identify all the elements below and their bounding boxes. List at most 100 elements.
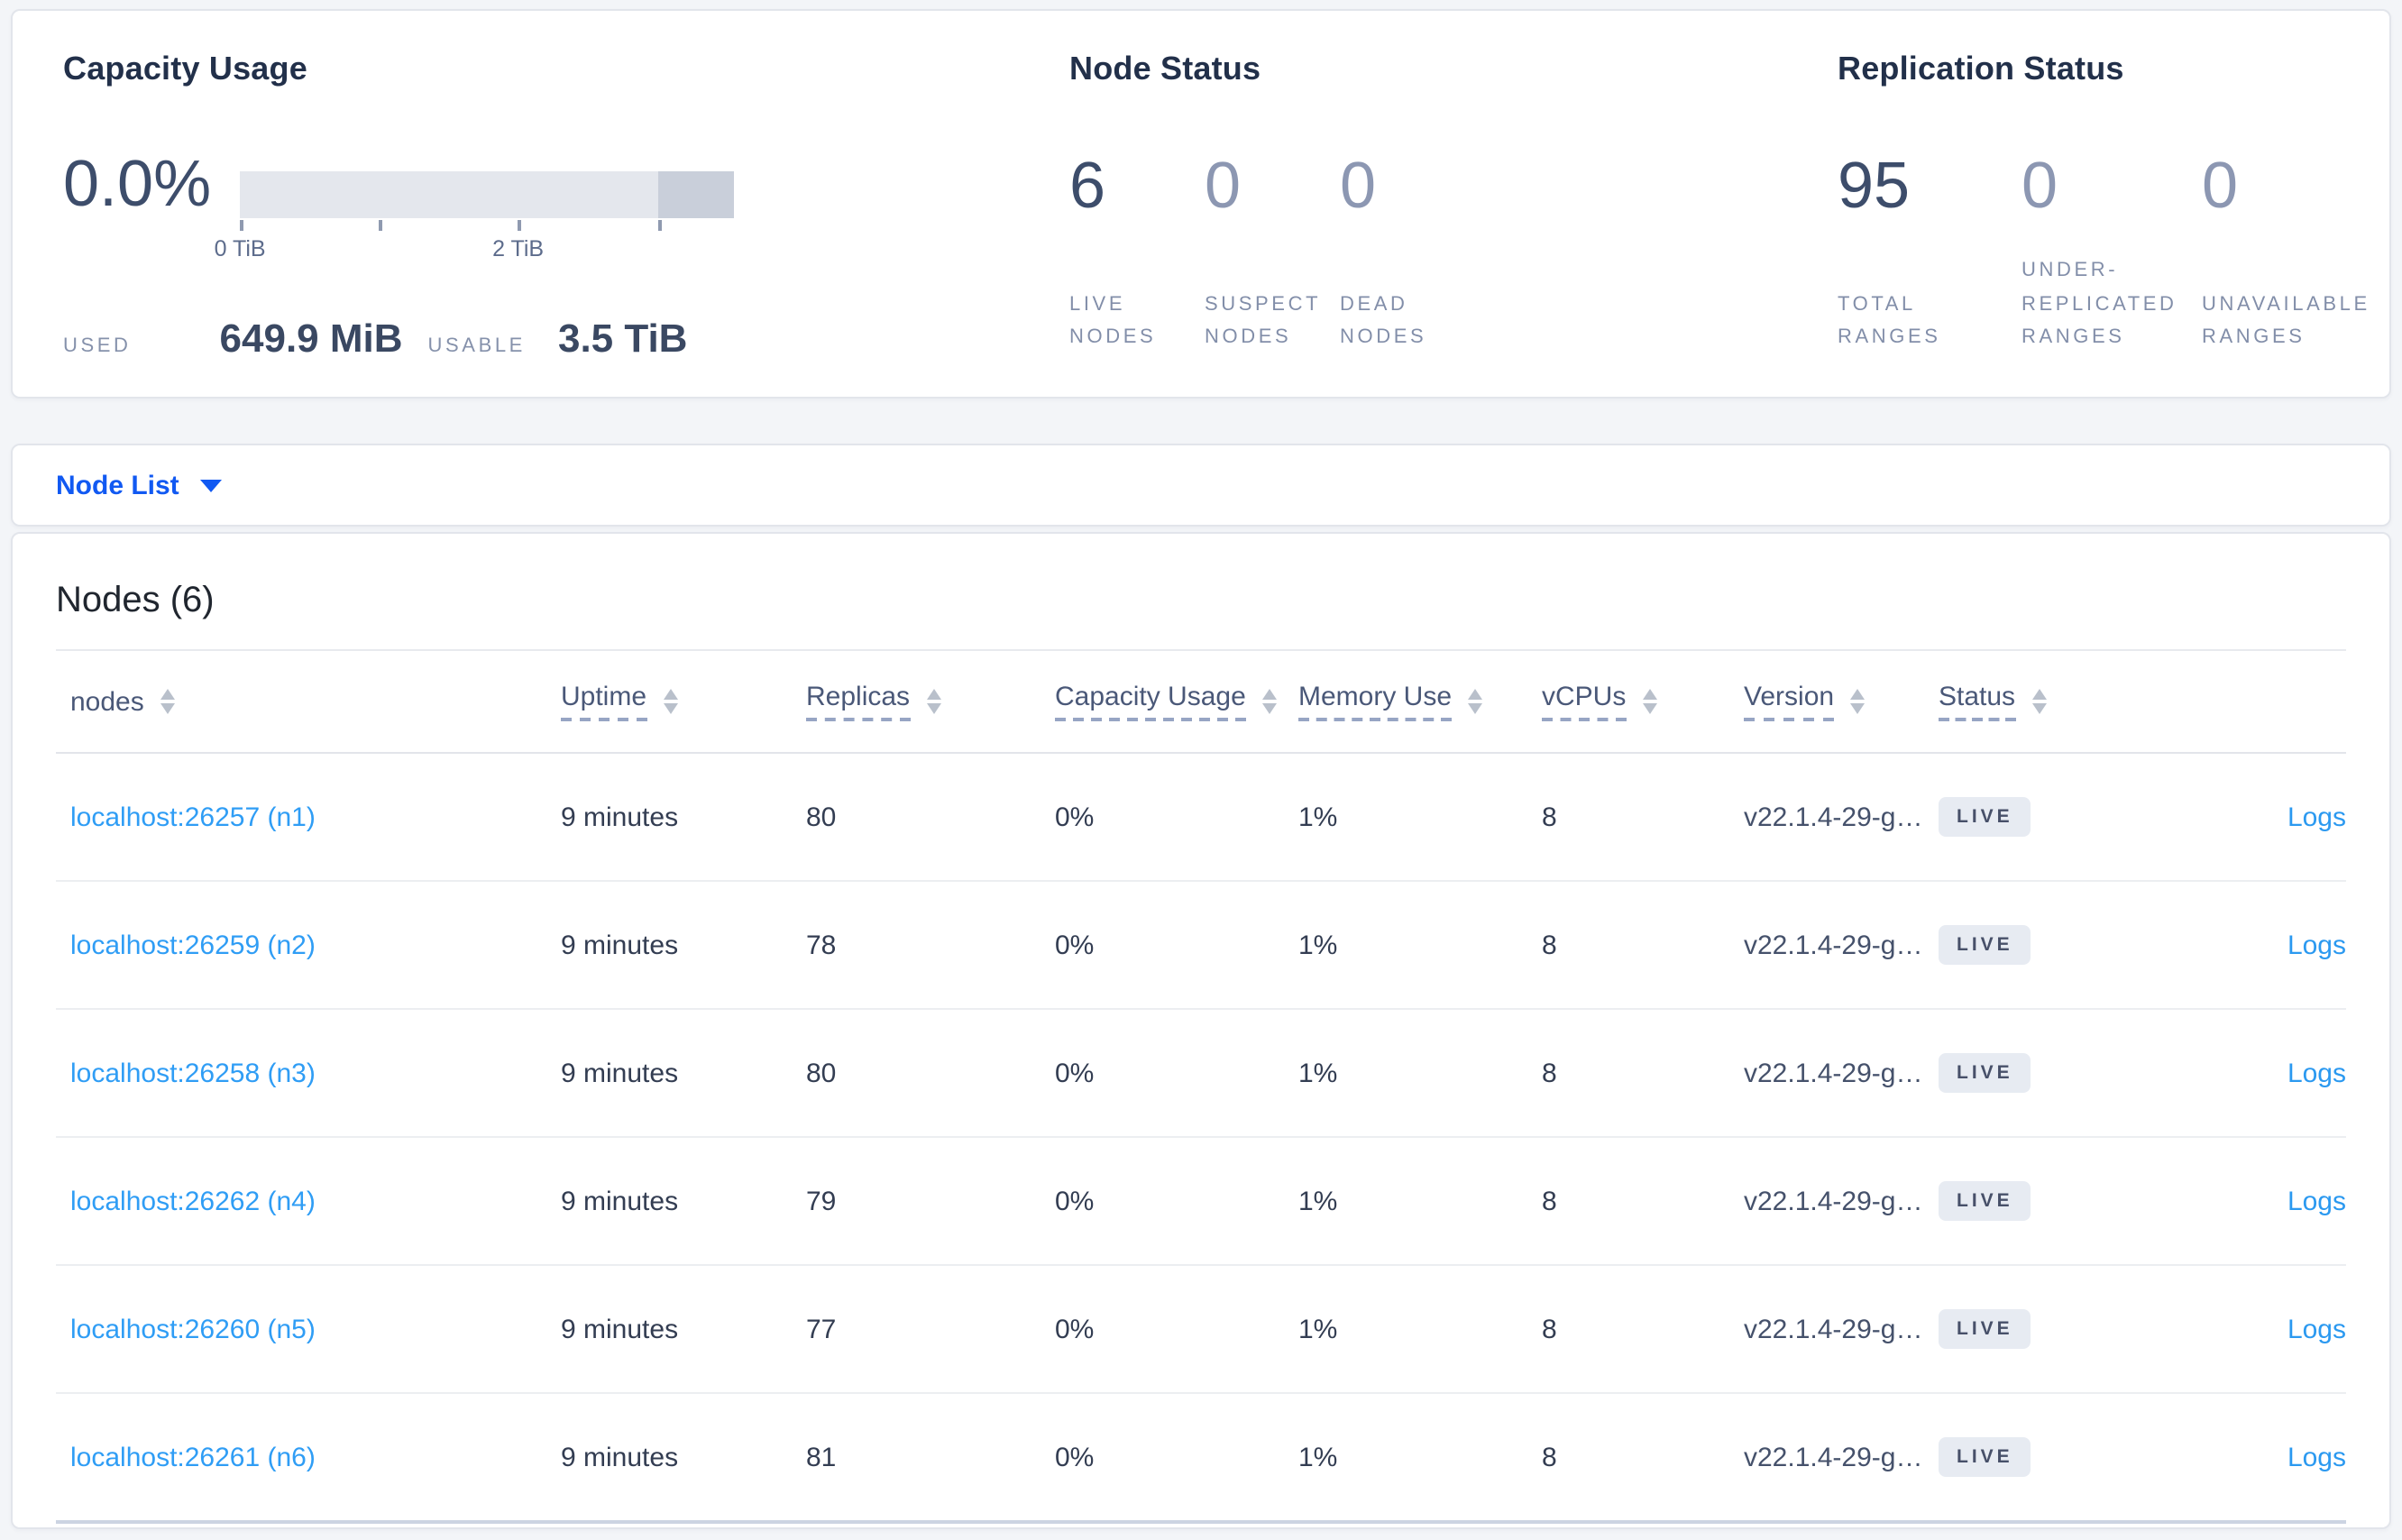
unavailable-ranges-stat: 0 UNAVAILABLE RANGES xyxy=(2202,152,2382,355)
live-nodes-value: 6 xyxy=(1069,148,1106,222)
used-value: 649.9 MiB xyxy=(219,316,403,361)
column-header-memory-use[interactable]: Memory Use xyxy=(1298,682,1542,721)
capacity-used-percent: 0.0% xyxy=(63,146,212,220)
node-link[interactable]: localhost:26258 (n3) xyxy=(70,1058,316,1088)
logs-link[interactable]: Logs xyxy=(2287,1058,2346,1088)
version-cell: v22.1.4-29-g… xyxy=(1744,1186,1923,1216)
vcpus-cell: 8 xyxy=(1542,930,1557,960)
node-link[interactable]: localhost:26257 (n1) xyxy=(70,802,316,832)
chevron-down-icon[interactable] xyxy=(200,479,223,491)
column-header-label: vCPUs xyxy=(1542,682,1627,721)
capacity-gauge-track xyxy=(240,171,735,218)
replication-status-title: Replication Status xyxy=(1838,50,2124,87)
sort-icon[interactable] xyxy=(1850,689,1866,714)
live-nodes-label: LIVE NODES xyxy=(1069,293,1157,349)
node-list-dropdown[interactable]: Node List xyxy=(56,470,179,500)
status-badge: LIVE xyxy=(1939,1181,2031,1221)
sort-icon[interactable] xyxy=(926,689,941,714)
table-row: localhost:26257 (n1) 9 minutes 80 0% 1% … xyxy=(56,754,2346,882)
status-badge: LIVE xyxy=(1939,1053,2031,1093)
capacity-usage-title: Capacity Usage xyxy=(63,50,307,87)
replicas-cell: 80 xyxy=(806,802,837,832)
nodes-table-title: Nodes (6) xyxy=(56,581,215,620)
under-replicated-ranges-label: UNDER-REPLICATED RANGES xyxy=(2022,259,2177,349)
capacity-usage-cell: 0% xyxy=(1055,802,1095,832)
column-header-label: Uptime xyxy=(561,682,647,721)
usable-value: 3.5 TiB xyxy=(557,316,688,361)
version-cell: v22.1.4-29-g… xyxy=(1744,930,1923,960)
logs-link[interactable]: Logs xyxy=(2287,930,2346,960)
cluster-summary-card: Capacity Usage 0.0% 0 TiB xyxy=(11,9,2391,399)
column-header-label: Status xyxy=(1939,682,2016,721)
capacity-usage-section: Capacity Usage 0.0% 0 TiB xyxy=(63,50,1069,397)
capacity-usage-cell: 0% xyxy=(1055,1186,1095,1216)
gauge-tick xyxy=(518,220,522,231)
column-header-replicas[interactable]: Replicas xyxy=(806,682,1055,721)
replicas-cell: 81 xyxy=(806,1442,837,1472)
gauge-tick xyxy=(657,220,662,231)
vcpus-cell: 8 xyxy=(1542,1186,1557,1216)
sort-icon[interactable] xyxy=(160,689,175,714)
live-nodes-stat: 6 LIVE NODES xyxy=(1069,148,1205,355)
logs-link[interactable]: Logs xyxy=(2287,1186,2346,1216)
column-header-uptime[interactable]: Uptime xyxy=(561,682,806,721)
table-header-row: nodes Uptime Replicas Capacity Usage Mem… xyxy=(56,651,2346,754)
sort-icon[interactable] xyxy=(2031,689,2047,714)
used-label: USED xyxy=(63,335,132,357)
usable-label: USABLE xyxy=(427,335,526,357)
total-ranges-label: TOTAL RANGES xyxy=(1838,293,1941,349)
under-replicated-ranges-value: 0 xyxy=(2022,148,2058,222)
node-link[interactable]: localhost:26260 (n5) xyxy=(70,1314,316,1344)
dead-nodes-stat: 0 DEAD NODES xyxy=(1340,148,1484,355)
column-header-version[interactable]: Version xyxy=(1744,682,1939,721)
capacity-gauge: 0 TiB 2 TiB xyxy=(215,171,735,265)
sort-icon[interactable] xyxy=(1468,689,1483,714)
sort-icon[interactable] xyxy=(663,689,678,714)
sort-icon[interactable] xyxy=(1261,689,1277,714)
memory-use-cell: 1% xyxy=(1298,1314,1338,1344)
gauge-tick-label-2tib: 2 TiB xyxy=(492,236,545,261)
version-cell: v22.1.4-29-g… xyxy=(1744,802,1923,832)
column-header-vcpus[interactable]: vCPUs xyxy=(1542,682,1744,721)
logs-link[interactable]: Logs xyxy=(2287,802,2346,832)
total-ranges-value: 95 xyxy=(1838,148,1911,222)
replicas-cell: 79 xyxy=(806,1186,837,1216)
column-header-label: Memory Use xyxy=(1298,682,1453,721)
uptime-cell: 9 minutes xyxy=(561,1058,679,1088)
capacity-usage-cell: 0% xyxy=(1055,1314,1095,1344)
uptime-cell: 9 minutes xyxy=(561,802,679,832)
replicas-cell: 77 xyxy=(806,1314,837,1344)
column-header-capacity-usage[interactable]: Capacity Usage xyxy=(1055,682,1298,721)
capacity-usage-cell: 0% xyxy=(1055,1442,1095,1472)
vcpus-cell: 8 xyxy=(1542,1058,1557,1088)
status-badge: LIVE xyxy=(1939,1309,2031,1349)
dead-nodes-label: DEAD NODES xyxy=(1340,293,1427,349)
column-header-label: Version xyxy=(1744,682,1835,721)
column-header-status[interactable]: Status xyxy=(1939,682,2130,721)
unavailable-ranges-label: UNAVAILABLE RANGES xyxy=(2202,293,2370,349)
replicas-cell: 78 xyxy=(806,930,837,960)
gauge-tick xyxy=(240,220,244,231)
dead-nodes-value: 0 xyxy=(1340,148,1377,222)
column-header-label: nodes xyxy=(70,686,144,717)
logs-link[interactable]: Logs xyxy=(2287,1314,2346,1344)
status-badge: LIVE xyxy=(1939,797,2031,837)
memory-use-cell: 1% xyxy=(1298,1058,1338,1088)
node-link[interactable]: localhost:26259 (n2) xyxy=(70,930,316,960)
vcpus-cell: 8 xyxy=(1542,1442,1557,1472)
capacity-usage-cell: 0% xyxy=(1055,930,1095,960)
column-header-nodes[interactable]: nodes xyxy=(56,686,561,717)
memory-use-cell: 1% xyxy=(1298,1186,1338,1216)
column-header-label: Replicas xyxy=(806,682,911,721)
nodes-table-card: Nodes (6) nodes Uptime Replicas Capacity… xyxy=(11,532,2391,1529)
node-link[interactable]: localhost:26261 (n6) xyxy=(70,1442,316,1472)
node-link[interactable]: localhost:26262 (n4) xyxy=(70,1186,316,1216)
version-cell: v22.1.4-29-g… xyxy=(1744,1314,1923,1344)
logs-link[interactable]: Logs xyxy=(2287,1442,2346,1472)
capacity-gauge-ticks xyxy=(240,220,734,233)
under-replicated-ranges-stat: 0 UNDER-REPLICATED RANGES xyxy=(2022,148,2202,355)
status-badge: LIVE xyxy=(1939,925,2031,965)
table-row: localhost:26259 (n2) 9 minutes 78 0% 1% … xyxy=(56,882,2346,1010)
sort-icon[interactable] xyxy=(1642,689,1657,714)
